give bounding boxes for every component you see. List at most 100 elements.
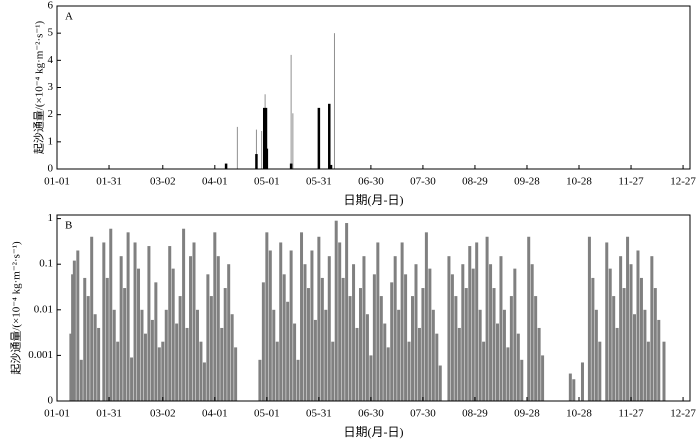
bar (300, 232, 304, 401)
y-tick-label: 0 (48, 163, 54, 175)
x-tick-label: 12-27 (670, 176, 696, 188)
bar (264, 107, 268, 169)
bar (615, 327, 619, 401)
bar (140, 309, 144, 401)
bar (303, 264, 307, 401)
bar (143, 333, 147, 401)
bar (137, 268, 141, 401)
bar (572, 379, 576, 401)
bar (393, 256, 397, 401)
bar (133, 242, 137, 401)
bar (192, 242, 196, 401)
bar (605, 242, 609, 401)
x-tick-label: 05-31 (306, 176, 332, 188)
bar (147, 246, 151, 401)
bar (97, 327, 101, 401)
bar (513, 268, 517, 401)
bar (199, 341, 203, 401)
bar (310, 250, 314, 401)
bar (516, 333, 520, 401)
bar (320, 277, 324, 401)
bar (629, 264, 633, 401)
y-tick-label: 0.01 (34, 303, 53, 315)
bar (568, 373, 572, 401)
bar (404, 274, 408, 401)
bar (608, 268, 612, 401)
bar (161, 341, 165, 401)
bar (495, 323, 499, 401)
bar (102, 242, 106, 401)
bar (454, 296, 458, 401)
x-tick-label: 05-01 (254, 176, 280, 188)
bar (331, 341, 335, 401)
x-tick-label: 01-01 (44, 176, 70, 188)
y-tick-label: 2 (48, 108, 54, 120)
bar (282, 274, 286, 401)
bar (612, 296, 616, 401)
bar (178, 296, 182, 401)
bar (216, 256, 220, 401)
bar (639, 277, 643, 401)
bar (348, 296, 352, 401)
bar (189, 256, 193, 401)
bar (333, 33, 335, 169)
x-tick-label: 11-27 (618, 408, 644, 420)
bar (220, 327, 224, 401)
bar (527, 236, 531, 401)
bar (213, 232, 217, 401)
bar (289, 250, 293, 401)
bar (230, 314, 234, 401)
bar (306, 288, 310, 401)
bar (598, 341, 602, 401)
bar (224, 163, 228, 169)
bar (650, 256, 654, 401)
bar (492, 288, 496, 401)
bar (482, 341, 486, 401)
bar (313, 319, 317, 401)
bar (435, 333, 439, 401)
bar (438, 365, 442, 401)
bar (662, 341, 666, 401)
bar (329, 164, 333, 169)
bar (352, 264, 356, 401)
bar (154, 282, 158, 401)
x-tick-label: 08-29 (462, 408, 488, 420)
bar (633, 314, 637, 401)
bar (71, 274, 75, 401)
bar (379, 296, 383, 401)
bar (457, 327, 461, 401)
bar (424, 232, 428, 401)
bar (79, 359, 83, 401)
y-tick-label: 6 (48, 0, 54, 12)
x-tick-label: 11-27 (618, 176, 644, 188)
plot-frame (56, 214, 691, 402)
bar (116, 341, 120, 401)
bar (289, 163, 293, 169)
bar (126, 232, 130, 401)
y-tick-label: 4 (48, 54, 54, 66)
x-axis-label: 日期(月-日) (344, 193, 404, 207)
bar (168, 246, 172, 401)
bar (292, 113, 294, 169)
bar (537, 327, 541, 401)
y-tick-label: 3 (48, 81, 54, 93)
bar (369, 355, 373, 401)
bar (464, 288, 468, 401)
bar (236, 126, 238, 169)
bar (345, 223, 349, 401)
bar (123, 288, 127, 401)
bar (509, 296, 513, 401)
bar (386, 347, 390, 401)
bar (417, 327, 421, 401)
x-tick-label: 03-02 (150, 176, 176, 188)
bar (622, 288, 626, 401)
bar (478, 309, 482, 401)
bar (76, 250, 80, 401)
bar (72, 260, 76, 401)
bar (261, 282, 265, 401)
bar (485, 236, 489, 401)
y-axis-label: 起沙通量/(×10⁻⁴ kg·m⁻²·s⁻¹) (33, 20, 46, 154)
bar (390, 282, 394, 401)
bar (175, 323, 179, 401)
